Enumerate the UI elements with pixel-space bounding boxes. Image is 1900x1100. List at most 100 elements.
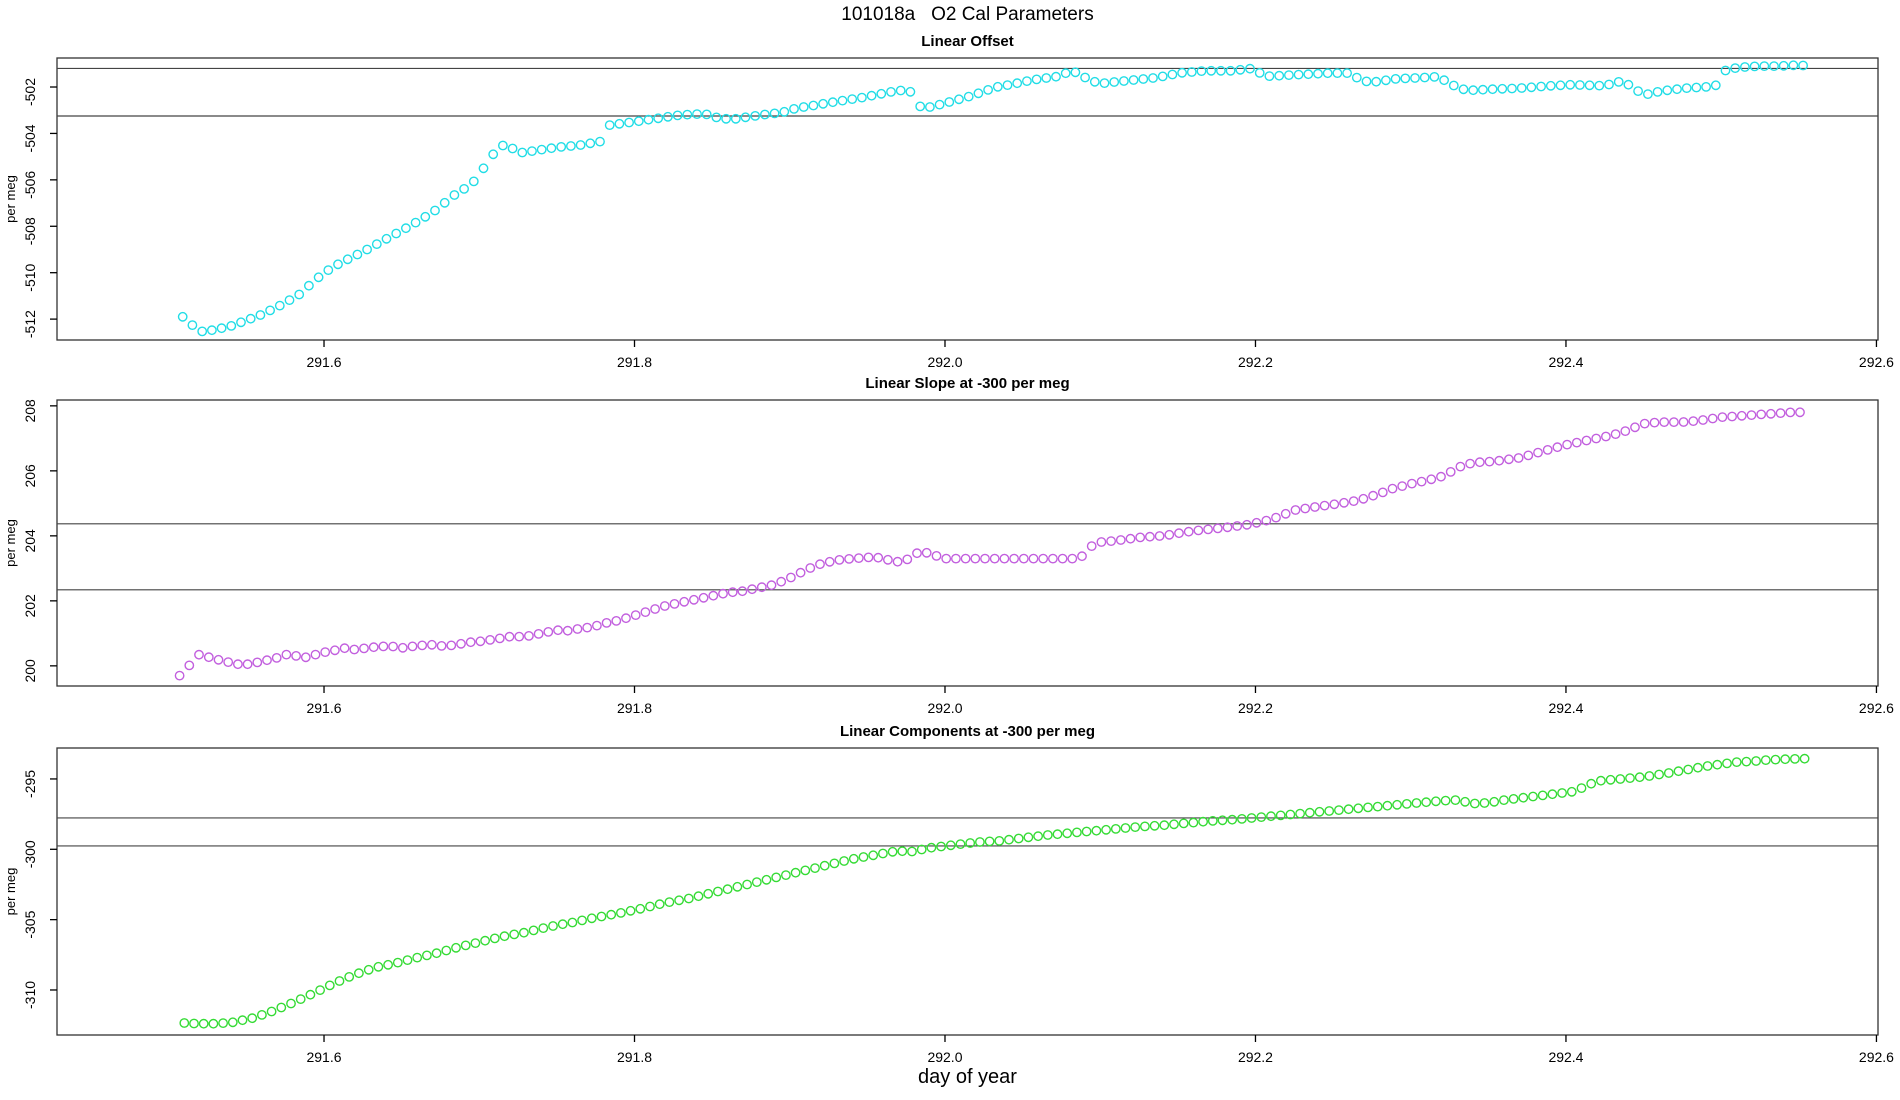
data-point <box>1741 756 1752 767</box>
data-point <box>1322 68 1333 79</box>
data-point <box>951 553 961 564</box>
data-point <box>769 108 780 119</box>
data-point <box>1681 83 1692 94</box>
data-point <box>194 649 204 660</box>
data-point <box>586 913 597 924</box>
data-point <box>344 972 355 982</box>
data-point <box>1339 497 1349 508</box>
data-point <box>844 554 854 564</box>
data-point <box>378 641 389 652</box>
data-point <box>1401 799 1412 809</box>
data-point <box>663 111 673 122</box>
data-point <box>1212 523 1223 534</box>
x-tick-label: 292.6 <box>1859 354 1894 370</box>
data-point <box>1048 553 1058 564</box>
data-point <box>1099 78 1110 89</box>
data-point <box>1649 417 1660 428</box>
data-point <box>237 1015 248 1026</box>
data-point <box>451 942 461 953</box>
data-point <box>339 643 350 654</box>
data-point <box>556 141 567 152</box>
data-point <box>295 994 306 1004</box>
data-point <box>1678 417 1689 427</box>
data-point <box>944 97 955 107</box>
data-point <box>1300 503 1311 514</box>
data-point <box>1254 68 1265 78</box>
y-tick-label: -502 <box>22 78 38 106</box>
data-point <box>1216 65 1226 76</box>
data-point <box>1429 72 1440 82</box>
data-point <box>945 840 956 851</box>
data-point <box>223 657 234 667</box>
data-point <box>1596 775 1606 786</box>
data-point <box>485 635 495 645</box>
x-tick-label: 292.6 <box>1859 700 1894 716</box>
data-point <box>798 102 809 112</box>
data-point <box>1157 71 1168 82</box>
data-point <box>1109 77 1120 87</box>
data-point <box>1072 827 1082 838</box>
data-point <box>1303 69 1314 80</box>
data-point <box>1662 85 1673 96</box>
y-tick-label: 208 <box>22 399 38 423</box>
data-point <box>216 323 227 334</box>
data-point <box>1225 65 1236 76</box>
data-point <box>320 647 331 657</box>
data-point <box>1280 508 1291 519</box>
x-tick-label: 291.8 <box>617 1049 652 1065</box>
y-axis-title: per meg <box>3 175 18 223</box>
data-point <box>1448 80 1459 91</box>
data-point <box>989 553 1000 564</box>
data-point <box>266 1006 277 1017</box>
data-point <box>1775 408 1786 418</box>
data-point <box>1377 487 1388 498</box>
data-point <box>1426 474 1437 485</box>
data-point <box>572 624 583 634</box>
data-point <box>1698 415 1708 425</box>
data-point <box>722 884 733 895</box>
data-point <box>1089 76 1100 87</box>
y-tick-label: -295 <box>22 770 38 798</box>
data-point <box>1746 410 1757 420</box>
x-tick-label: 291.6 <box>306 1049 341 1065</box>
data-point <box>362 244 372 255</box>
data-point <box>421 950 432 961</box>
data-point <box>805 563 816 573</box>
data-point <box>1693 762 1703 773</box>
data-point <box>776 576 787 587</box>
data-point <box>507 143 518 154</box>
data-point <box>562 625 573 636</box>
data-point <box>381 233 392 244</box>
data-point <box>907 846 917 857</box>
data-point <box>276 1002 287 1013</box>
data-point <box>198 1018 209 1029</box>
data-point <box>1392 799 1403 810</box>
data-point <box>1717 412 1728 422</box>
data-point <box>323 265 334 275</box>
data-point <box>1555 80 1566 91</box>
panel-title-linear-offset: Linear Offset <box>921 33 1014 50</box>
data-point <box>873 552 884 563</box>
data-point <box>674 895 684 906</box>
data-point <box>1358 493 1369 504</box>
data-point <box>857 92 867 103</box>
data-point <box>1120 823 1131 833</box>
data-point <box>1115 535 1126 545</box>
data-point <box>1256 812 1267 822</box>
data-point <box>1051 71 1061 82</box>
data-point <box>1167 69 1178 80</box>
data-point <box>494 633 505 644</box>
data-point <box>460 940 471 951</box>
data-point <box>247 1013 258 1024</box>
data-point <box>1639 418 1650 429</box>
data-point <box>1795 407 1805 418</box>
data-point <box>1450 795 1461 805</box>
data-point <box>1285 809 1296 820</box>
data-point <box>858 852 869 862</box>
data-point <box>1487 84 1498 95</box>
data-point <box>1623 79 1634 90</box>
data-point <box>992 81 1003 92</box>
data-point <box>333 259 343 270</box>
data-point <box>1334 805 1344 815</box>
data-point <box>294 289 305 300</box>
